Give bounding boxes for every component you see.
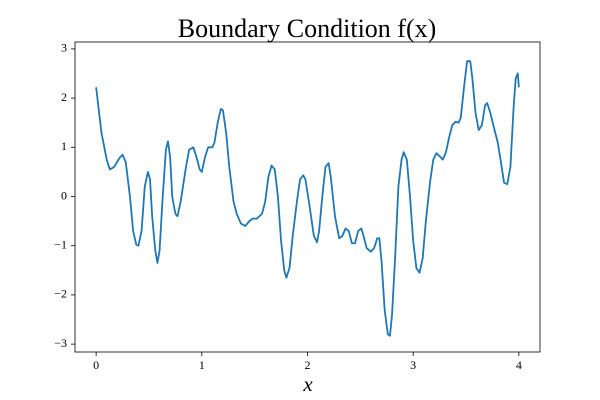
- x-tick-label: 3: [410, 358, 416, 372]
- x-tick-label: 2: [305, 358, 311, 372]
- x-tick-label: 4: [516, 358, 522, 372]
- y-tick-label: 0: [61, 188, 67, 202]
- y-tick-label: 3: [61, 41, 67, 55]
- data-line: [95, 60, 520, 337]
- x-tick-label: 0: [93, 358, 99, 372]
- x-axis-label: x: [302, 372, 313, 396]
- y-tick-label: 1: [61, 139, 67, 153]
- y-tick-label: −2: [54, 287, 67, 301]
- x-tick-label: 1: [199, 358, 205, 372]
- plot-frame: [74, 41, 541, 353]
- chart-title: Boundary Condition f(x): [178, 14, 437, 43]
- y-tick-label: −1: [54, 237, 67, 251]
- y-tick-label: −3: [54, 336, 67, 350]
- y-tick-label: 2: [61, 90, 67, 104]
